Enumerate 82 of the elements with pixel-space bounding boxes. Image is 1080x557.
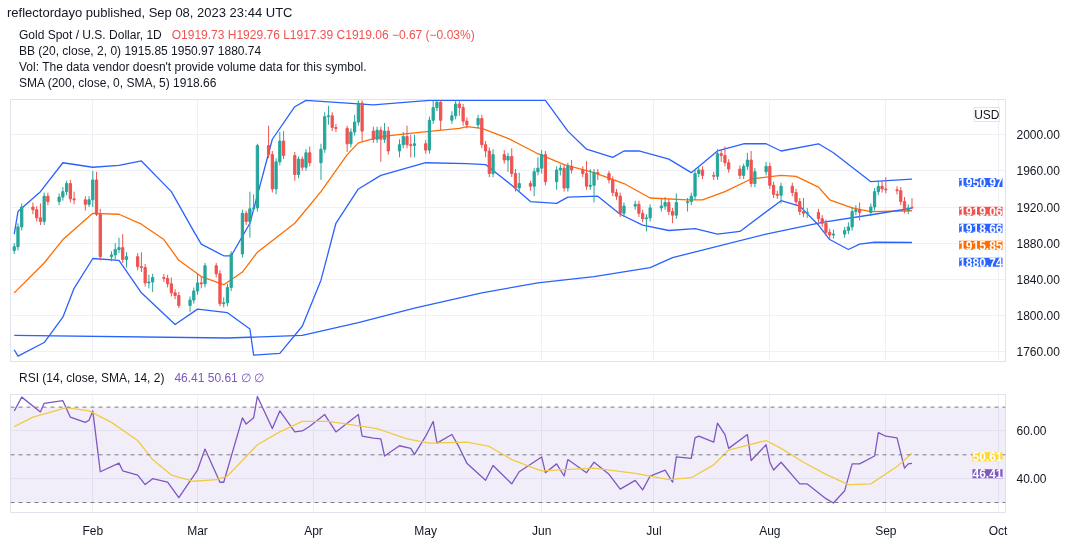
candlestick [663, 196, 667, 211]
x-tick-label: Jul [646, 523, 662, 538]
candlestick [379, 126, 383, 163]
candlestick [121, 233, 125, 264]
y-tick-label: 1920.00 [1016, 200, 1061, 215]
candlestick [618, 192, 622, 218]
candlestick [386, 126, 390, 156]
candlestick [693, 169, 697, 201]
chart-title: Gold Spot / U.S. Dollar, 1D [19, 28, 162, 42]
candlestick [147, 274, 151, 289]
candlestick [169, 277, 173, 298]
y-tick-label: 1960.00 [1016, 164, 1061, 179]
line-series [13, 407, 913, 486]
candlestick [293, 151, 297, 182]
text: SMA (200, close, 0, SMA, 5) 1918.66 [19, 75, 218, 91]
y-tick-label: 2000.00 [1016, 128, 1061, 143]
candlestick [487, 147, 491, 178]
x-tick-label: May [414, 523, 438, 538]
y-tick-label: 1800.00 [1016, 309, 1061, 324]
x-tick-label: Aug [759, 523, 781, 538]
candlestick [46, 192, 50, 206]
candlestick [506, 152, 510, 173]
text: BB (20, close, 2, 0) 1915.85 1950.97 1880.74 [19, 43, 263, 59]
chart-title: RSI (14, close, SMA, 14, 2) [19, 371, 165, 386]
annotation: 1918.66 [959, 222, 1003, 236]
candlestick [382, 122, 387, 144]
candlestick [540, 149, 544, 175]
candlestick [611, 175, 615, 197]
x-tick-label: Oct [988, 523, 1009, 538]
annotation: 1950.97 [959, 176, 1003, 191]
candlestick [151, 273, 155, 293]
candlestick [910, 197, 914, 211]
text: O1919.73 H1929.76 L1917.39 C1919.06 −0.67 (−0.03%) [171, 28, 475, 42]
candlestick [517, 172, 521, 193]
annotation: 46.41 [972, 467, 1003, 482]
candlestick [330, 111, 334, 132]
candlestick [439, 100, 443, 131]
candlestick [592, 168, 596, 204]
y-tick-label: 1760.00 [1016, 345, 1061, 360]
candlestick [872, 187, 877, 212]
candlestick [412, 134, 417, 158]
candlestick [491, 148, 495, 178]
text: 46.41 50.61 ∅ ∅ [174, 371, 265, 386]
candlestick [674, 193, 678, 220]
candlestick [753, 167, 757, 188]
annotation: 1880.74 [959, 256, 1003, 270]
x-tick-label: Sep [875, 523, 897, 538]
x-tick-label: Jun [531, 523, 552, 538]
candlestick [248, 191, 252, 239]
annotation: 50.61 [972, 450, 1003, 465]
annotation: 1919.06 [959, 205, 1003, 219]
y-tick-label: 40.00 [1016, 472, 1047, 487]
candlestick [857, 202, 862, 222]
candlestick [880, 180, 884, 194]
x-tick-label: Feb [82, 523, 104, 538]
candlestick [281, 130, 286, 160]
chart-subtitle: reflectordayo published, Sep 08, 2023 23:44 UTC [7, 5, 294, 21]
annotation: 1915.85 [959, 239, 1003, 253]
y-axis-title: USD [974, 107, 1000, 122]
candlestick [91, 170, 95, 208]
candlestick [461, 103, 465, 127]
candlestick [162, 273, 166, 283]
x-tick-label: Mar [187, 523, 208, 538]
candlestick [304, 148, 308, 172]
text: Vol: The data vendor doesn't provide volume data for this symbol. [19, 59, 368, 75]
candlestick [749, 150, 753, 188]
line-series [13, 99, 913, 257]
candlestick [779, 182, 783, 205]
candlestick [850, 206, 854, 232]
x-tick-label: Apr [304, 523, 323, 538]
line-series [13, 162, 913, 357]
candlestick [203, 262, 207, 289]
candlestick [562, 164, 566, 193]
candlestick [308, 146, 312, 167]
y-tick-label: 1880.00 [1016, 236, 1061, 251]
y-tick-label: 1840.00 [1016, 272, 1061, 287]
line-series [13, 396, 913, 504]
candlestick [345, 125, 349, 153]
candlestick [764, 161, 768, 177]
candlestick [397, 138, 402, 158]
y-tick-label: 60.00 [1016, 424, 1047, 439]
candlestick [566, 162, 570, 193]
